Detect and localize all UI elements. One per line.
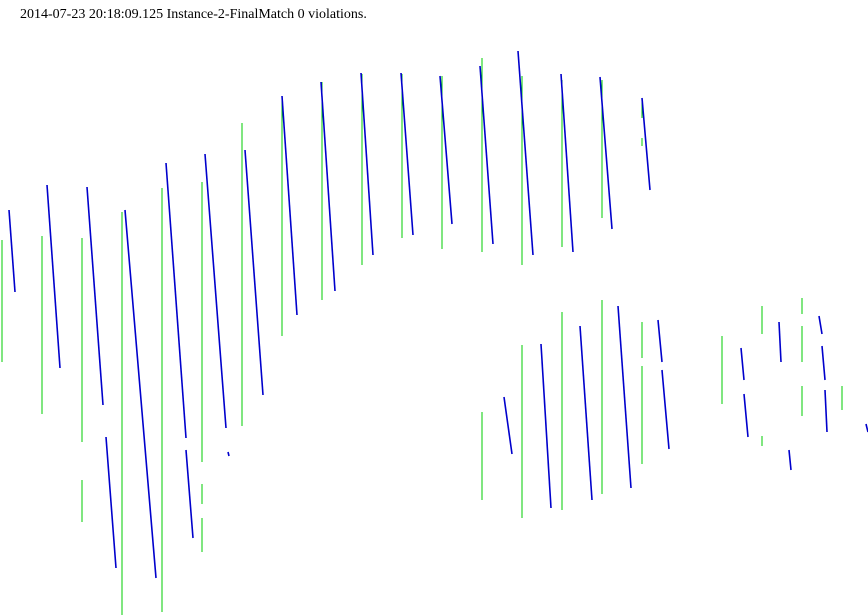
match-segment bbox=[360, 72, 374, 256]
match-segment bbox=[204, 153, 227, 429]
match-segment bbox=[439, 75, 453, 225]
match-segment bbox=[244, 149, 264, 396]
match-segment bbox=[560, 73, 574, 253]
match-segment bbox=[579, 325, 593, 501]
match-segment bbox=[788, 449, 792, 471]
match-segment bbox=[657, 319, 663, 363]
match-segment bbox=[661, 369, 670, 450]
match-segment bbox=[599, 76, 613, 230]
match-segment bbox=[617, 305, 632, 489]
match-segment bbox=[517, 50, 534, 256]
match-segment bbox=[821, 345, 826, 381]
match-segment bbox=[824, 389, 828, 433]
status-line: 2014-07-23 20:18:09.125 Instance-2-Final… bbox=[20, 7, 367, 22]
match-segment bbox=[281, 95, 298, 316]
match-segment bbox=[165, 162, 187, 439]
match-segment bbox=[46, 184, 61, 369]
match-segment bbox=[8, 209, 16, 293]
match-segment bbox=[740, 347, 745, 381]
match-segment bbox=[185, 449, 194, 539]
match-segment bbox=[503, 396, 513, 455]
match-segment bbox=[400, 72, 414, 236]
match-segment bbox=[778, 321, 782, 363]
match-segment bbox=[105, 436, 117, 569]
match-segment bbox=[540, 343, 552, 509]
match-segment bbox=[86, 186, 104, 406]
match-segment bbox=[227, 451, 230, 457]
match-segment bbox=[479, 65, 494, 245]
match-segment bbox=[743, 393, 749, 438]
match-segment bbox=[818, 315, 823, 335]
match-segment bbox=[641, 97, 651, 191]
match-segment bbox=[320, 81, 336, 292]
match-segment bbox=[124, 209, 157, 579]
